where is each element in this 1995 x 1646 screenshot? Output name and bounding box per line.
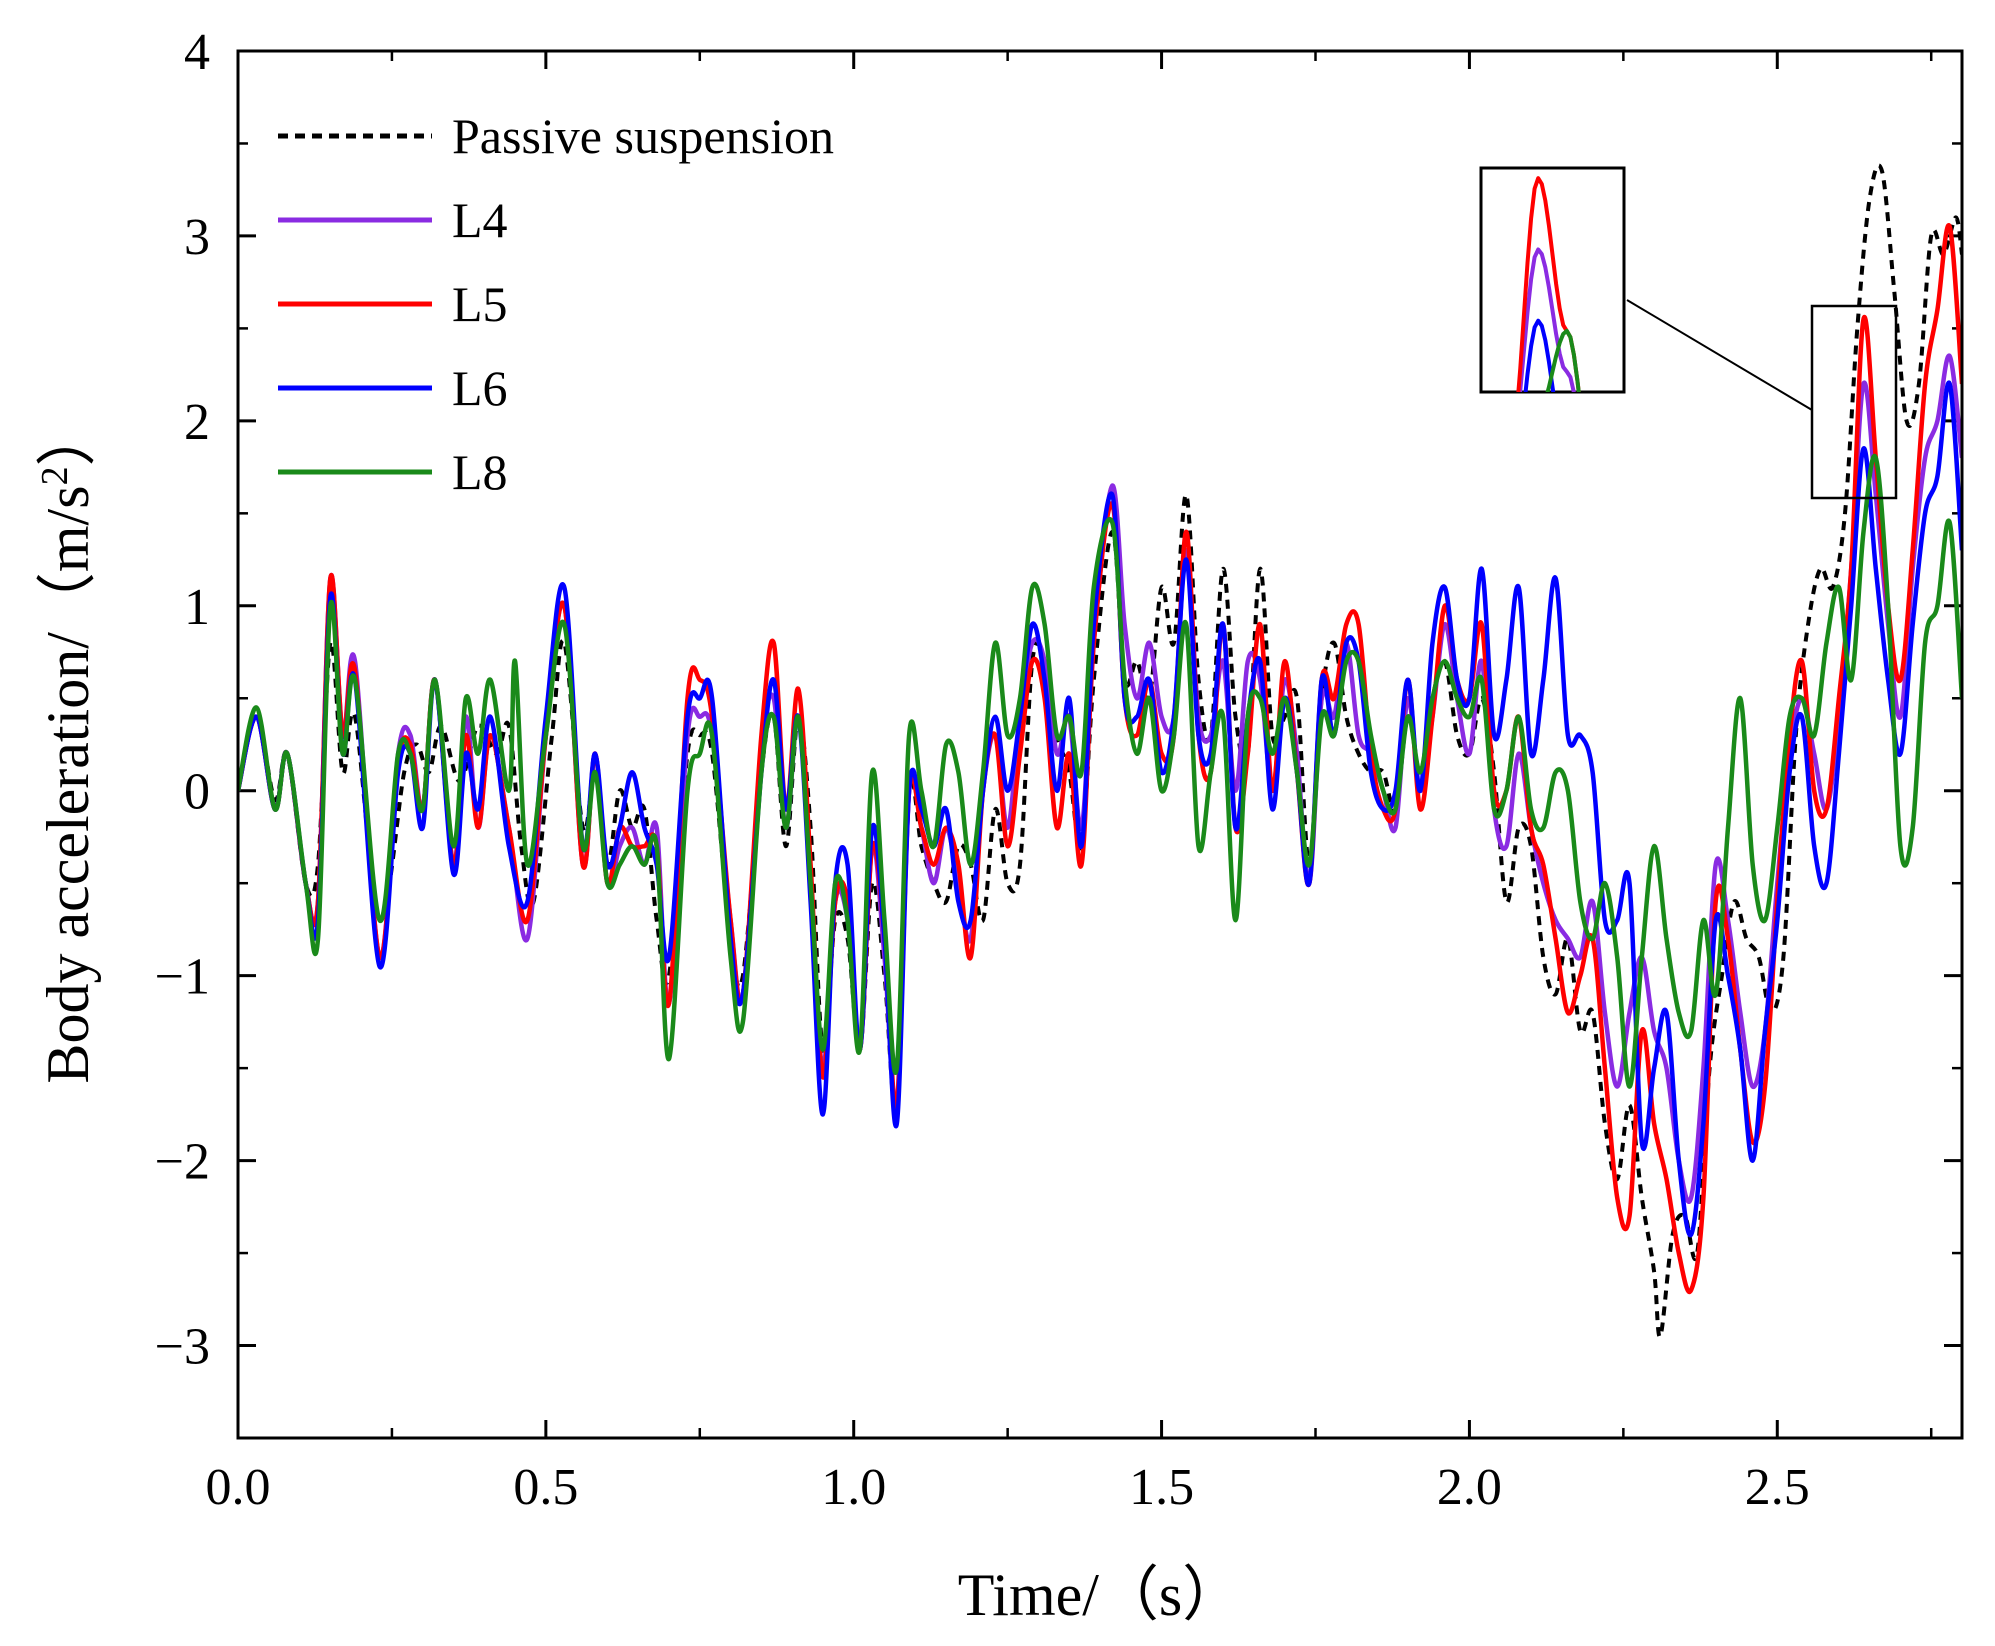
x-tick-label: 2.0 bbox=[1437, 1459, 1502, 1516]
inset-line-l6 bbox=[1523, 318, 1556, 392]
y-tick-label: 4 bbox=[184, 24, 210, 81]
y-tick-label: 2 bbox=[184, 394, 210, 451]
x-tick-label: 2.5 bbox=[1745, 1459, 1810, 1516]
series-line-l6 bbox=[238, 380, 1962, 1238]
y-tick-label: −1 bbox=[155, 949, 210, 1006]
inset-curves bbox=[1516, 176, 1581, 392]
y-tick-label: 3 bbox=[184, 209, 210, 266]
y-axis-title: Body acceleration/（m/s2） bbox=[34, 406, 101, 1083]
x-tick-label: 1.0 bbox=[821, 1459, 886, 1516]
inset-line-l8 bbox=[1545, 328, 1581, 392]
legend: Passive suspension L4 L5 L6 L8 bbox=[278, 108, 834, 500]
legend-label: L5 bbox=[452, 276, 508, 332]
x-tick-label: 1.5 bbox=[1129, 1459, 1194, 1516]
inset-line-l5 bbox=[1516, 176, 1581, 392]
series-layer bbox=[238, 163, 1962, 1339]
y-axis-title-end: ） bbox=[35, 406, 101, 466]
plot-frame bbox=[236, 49, 1964, 1440]
x-tick-label: 0.5 bbox=[513, 1459, 578, 1516]
y-tick-label: 0 bbox=[184, 764, 210, 821]
y-tick-label: −2 bbox=[155, 1134, 210, 1191]
legend-label: L4 bbox=[452, 192, 508, 248]
y-tick-label: −3 bbox=[155, 1319, 210, 1376]
legend-label: L8 bbox=[452, 444, 508, 500]
series-line-l8 bbox=[238, 453, 1962, 1089]
x-axis-title: Time/（s） bbox=[958, 1562, 1243, 1628]
tick-labels: 0.0 0.5 1.0 1.5 2.0 2.5 −3 −2 −1 0 1 2 3 4 bbox=[155, 24, 1810, 1516]
y-axis-title-main: Body acceleration/（m/s bbox=[35, 485, 101, 1083]
y-tick-label: 1 bbox=[184, 579, 210, 636]
x-tick-label: 0.0 bbox=[206, 1459, 271, 1516]
zoom-inset bbox=[1479, 166, 1898, 500]
y-axis-title-superscript: 2 bbox=[34, 466, 76, 485]
zoom-region-box bbox=[1810, 304, 1898, 500]
legend-label: Passive suspension bbox=[452, 108, 834, 164]
inset-box bbox=[1479, 166, 1626, 394]
legend-label: L6 bbox=[452, 360, 508, 416]
zoom-connector-line bbox=[1626, 299, 1813, 411]
inset-line-l4 bbox=[1518, 247, 1576, 392]
